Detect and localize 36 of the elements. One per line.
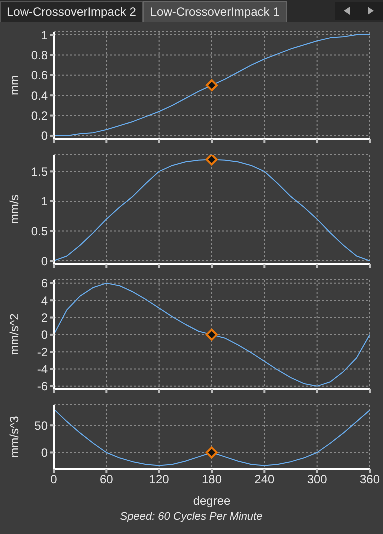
y-tick-label: -2 bbox=[37, 345, 48, 360]
y-axis-title: mm/s^2 bbox=[7, 313, 22, 356]
x-tick-label: 120 bbox=[149, 472, 170, 487]
text: Low-CrossoverImpack 2 bbox=[0, 1, 144, 22]
chart-title: Low-CrossoverImpack 1 bbox=[143, 1, 287, 22]
y-tick-label: 0.8 bbox=[31, 48, 48, 62]
y-tick-label: 0 bbox=[41, 254, 48, 268]
y-tick-label: 1.5 bbox=[31, 164, 48, 179]
x-tick-label: 300 bbox=[307, 472, 328, 487]
x-tick-label: 60 bbox=[100, 472, 114, 487]
y-axis-title: mm/s bbox=[7, 194, 22, 224]
y-tick-label: 1 bbox=[41, 28, 48, 42]
y-tick-label: 0.5 bbox=[31, 224, 48, 238]
y-tick-label: 0.6 bbox=[31, 68, 48, 83]
line-series bbox=[54, 408, 370, 466]
y-axis-title: mm/s^3 bbox=[7, 416, 22, 458]
y-tick-label: 50 bbox=[34, 418, 48, 433]
y-tick-label: -4 bbox=[37, 362, 48, 377]
line-series bbox=[54, 282, 370, 387]
y-tick-label: 0 bbox=[41, 129, 48, 144]
x-tick-label: 360 bbox=[360, 472, 380, 487]
x-tick-label: 240 bbox=[254, 472, 275, 487]
y-tick-label: 0.4 bbox=[31, 88, 48, 103]
text: Speed: 60 Cycles Per Minute bbox=[119, 511, 264, 523]
y-tick-label: -6 bbox=[37, 380, 48, 394]
line-series bbox=[54, 34, 370, 136]
y-tick-label: 0.2 bbox=[31, 109, 48, 124]
x-tick-label: 180 bbox=[202, 472, 222, 487]
y-tick-label: 0 bbox=[41, 328, 48, 342]
x-tick-label: 0 bbox=[50, 472, 58, 487]
y-tick-label: 2 bbox=[41, 311, 48, 326]
y-axis-title: mm bbox=[7, 76, 22, 96]
y-tick-label: 1 bbox=[41, 194, 48, 209]
y-tick-label: 4 bbox=[41, 294, 48, 308]
y-tick-label: 6 bbox=[41, 276, 48, 291]
y-tick-label: 0 bbox=[41, 446, 48, 460]
